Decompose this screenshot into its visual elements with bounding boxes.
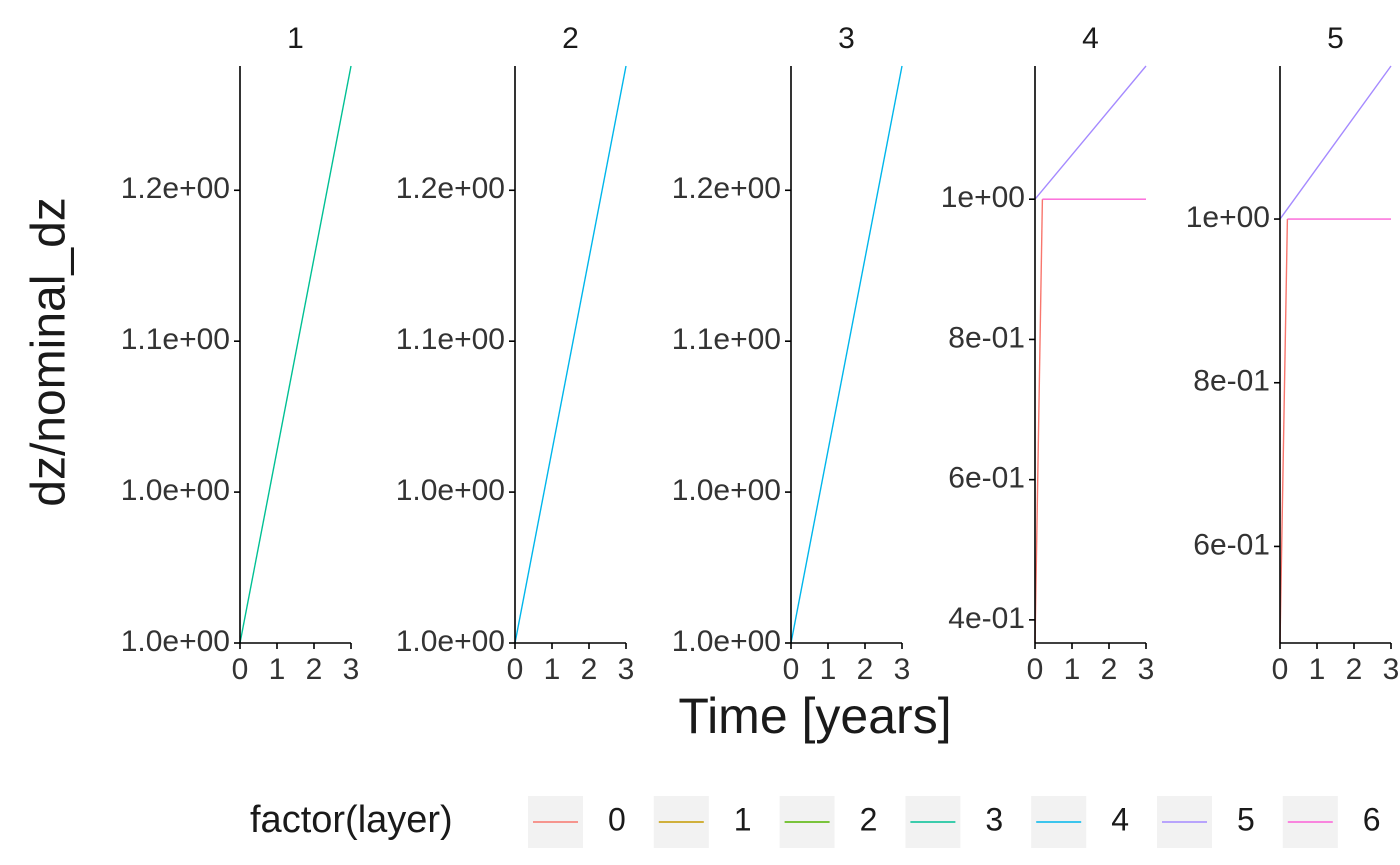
facet-title: 4 [1082,22,1099,55]
series-line [1034,65,1147,200]
y-tick-label: 1.1e+00 [672,323,781,356]
facet-title: 1 [287,22,304,55]
y-tick-label: 1.0e+00 [121,625,230,658]
x-tick-label: 1 [269,653,286,686]
x-tick-label: 3 [618,653,635,686]
x-tick-label: 2 [306,653,323,686]
x-axis-label: Time [years] [678,688,951,744]
x-tick-label: 3 [894,653,911,686]
facet-title: 2 [562,22,579,55]
x-tick-label: 2 [857,653,874,686]
y-tick-label: 1.0e+00 [396,474,505,507]
x-tick-label: 2 [1101,653,1118,686]
y-tick-label: 1.2e+00 [396,172,505,205]
y-tick-label: 6e-01 [948,462,1025,495]
y-tick-label: 1.0e+00 [396,625,505,658]
legend-title: factor(layer) [250,799,453,841]
legend-label: 5 [1237,801,1255,837]
x-tick-label: 1 [1309,653,1326,686]
facet-title: 3 [838,22,855,55]
x-tick-label: 2 [581,653,598,686]
legend-label: 0 [608,801,626,837]
series-line [1034,199,1044,644]
y-tick-label: 1e+00 [941,181,1025,214]
legend-label: 6 [1363,801,1381,837]
y-tick-label: 1.2e+00 [672,172,781,205]
y-tick-label: 1.2e+00 [121,172,230,205]
series-line [514,65,627,644]
series-line [239,65,352,644]
legend-label: 3 [985,801,1003,837]
y-tick-label: 4e-01 [948,602,1025,635]
legend-label: 1 [734,801,752,837]
x-tick-label: 0 [1027,653,1044,686]
x-tick-label: 1 [1064,653,1081,686]
x-tick-label: 3 [343,653,360,686]
x-tick-label: 1 [820,653,837,686]
x-tick-label: 2 [1346,653,1363,686]
y-tick-label: 8e-01 [948,321,1025,354]
x-tick-label: 3 [1138,653,1155,686]
series-line [1279,65,1392,220]
legend-label: 2 [860,801,878,837]
legend-label: 4 [1111,801,1129,837]
y-tick-label: 6e-01 [1193,528,1270,561]
y-tick-label: 1.0e+00 [121,474,230,507]
y-tick-label: 1.0e+00 [672,474,781,507]
x-tick-label: 0 [507,653,524,686]
x-tick-label: 0 [1272,653,1289,686]
y-tick-label: 1.1e+00 [396,323,505,356]
series-line [1279,219,1289,644]
x-tick-label: 0 [783,653,800,686]
y-axis-label: dz/nominal_dz [23,197,76,507]
x-tick-label: 3 [1383,653,1400,686]
facet-title: 5 [1327,22,1344,55]
series-line [790,65,903,644]
y-tick-label: 1e+00 [1186,201,1270,234]
y-tick-label: 8e-01 [1193,365,1270,398]
y-tick-label: 1.0e+00 [672,625,781,658]
x-tick-label: 1 [544,653,561,686]
x-tick-label: 0 [232,653,249,686]
y-tick-label: 1.1e+00 [121,323,230,356]
